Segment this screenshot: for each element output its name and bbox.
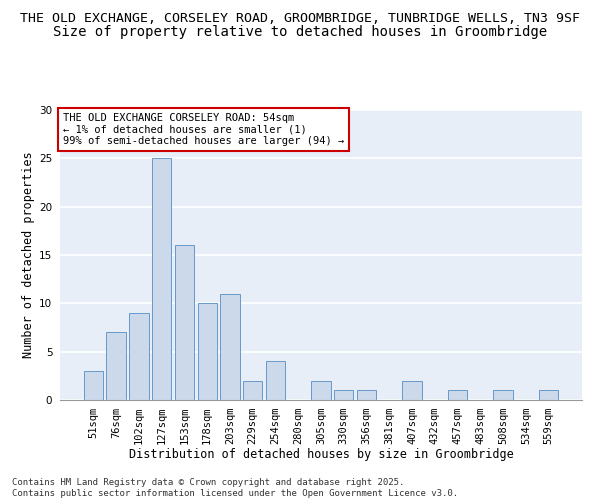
Bar [493, 390, 513, 400]
Bar [220, 294, 239, 400]
Text: THE OLD EXCHANGE CORSELEY ROAD: 54sqm
← 1% of detached houses are smaller (1)
99: THE OLD EXCHANGE CORSELEY ROAD: 54sqm ← … [63, 113, 344, 146]
Bar [357, 390, 376, 400]
Bar [152, 158, 172, 400]
Bar [106, 332, 126, 400]
Text: Contains HM Land Registry data © Crown copyright and database right 2025.
Contai: Contains HM Land Registry data © Crown c… [12, 478, 458, 498]
Y-axis label: Number of detached properties: Number of detached properties [22, 152, 35, 358]
Bar [403, 380, 422, 400]
Bar [129, 313, 149, 400]
Bar [84, 371, 103, 400]
Text: THE OLD EXCHANGE, CORSELEY ROAD, GROOMBRIDGE, TUNBRIDGE WELLS, TN3 9SF: THE OLD EXCHANGE, CORSELEY ROAD, GROOMBR… [20, 12, 580, 26]
Bar [334, 390, 353, 400]
Bar [539, 390, 558, 400]
Bar [197, 304, 217, 400]
Bar [311, 380, 331, 400]
Bar [266, 362, 285, 400]
Bar [243, 380, 262, 400]
Text: Size of property relative to detached houses in Groombridge: Size of property relative to detached ho… [53, 25, 547, 39]
Bar [448, 390, 467, 400]
Bar [175, 246, 194, 400]
X-axis label: Distribution of detached houses by size in Groombridge: Distribution of detached houses by size … [128, 448, 514, 461]
